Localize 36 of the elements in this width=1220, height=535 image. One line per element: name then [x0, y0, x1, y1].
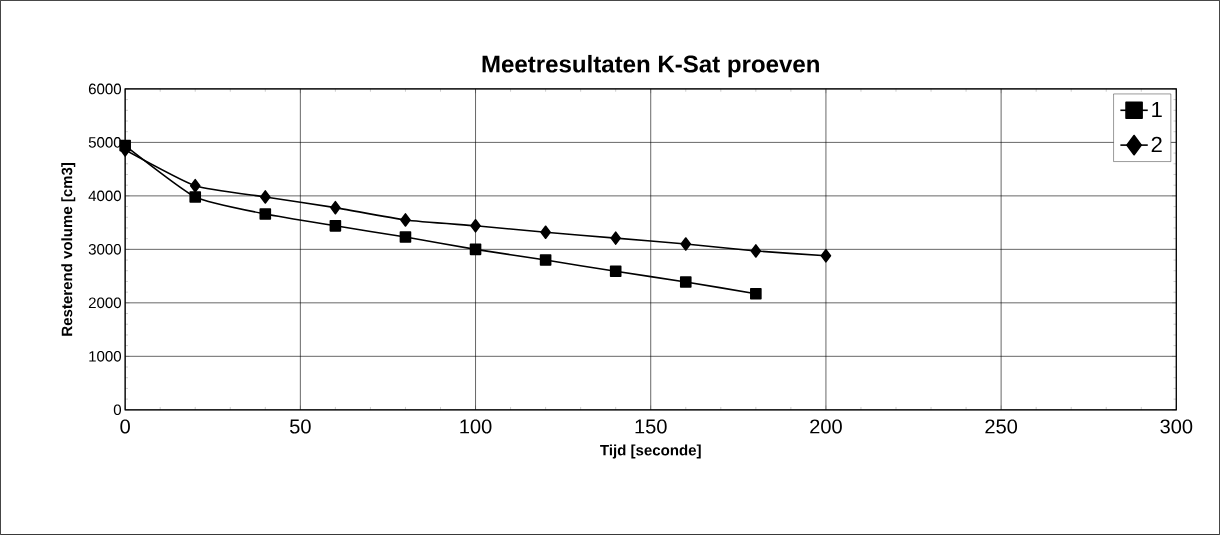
- legend-label: 1: [1152, 101, 1162, 118]
- y-axis-title: Resterend volume [cm3]: [61, 162, 76, 336]
- x-tick-label: 300: [1160, 419, 1193, 434]
- point: [399, 231, 412, 243]
- point: [750, 287, 762, 300]
- point: [329, 220, 342, 232]
- point: [539, 254, 552, 266]
- point: [750, 244, 762, 258]
- x-tick-label: 150: [635, 419, 667, 434]
- legend-label: 2: [1151, 136, 1162, 153]
- point: [609, 265, 622, 278]
- point: [330, 200, 341, 215]
- x-tick-label: 100: [460, 419, 492, 434]
- point: [260, 190, 271, 204]
- point: [189, 191, 202, 203]
- y-tick-label: 1000: [89, 351, 122, 362]
- point: [189, 178, 201, 193]
- y-tick-label: 0: [113, 404, 122, 416]
- x-tick-label: 250: [985, 419, 1018, 434]
- point: [469, 243, 482, 256]
- y-tick-label: 6000: [88, 83, 122, 95]
- point: [820, 248, 832, 263]
- point: [610, 231, 621, 245]
- point: [259, 208, 272, 220]
- point: [470, 219, 481, 233]
- y-tick-label: 3000: [88, 244, 122, 255]
- x-tick-label: 200: [810, 419, 842, 434]
- y-tick-label: 2000: [88, 297, 122, 309]
- y-tick-label: 4000: [88, 190, 122, 202]
- x-tick-label: 50: [290, 419, 311, 434]
- x-axis-title: Tijd [seconde]: [600, 444, 701, 459]
- chart-title: Meetresultaten K-Sat proeven: [482, 54, 819, 78]
- point: [400, 213, 411, 227]
- point: [680, 237, 692, 251]
- point: [540, 225, 551, 240]
- point: [679, 276, 692, 288]
